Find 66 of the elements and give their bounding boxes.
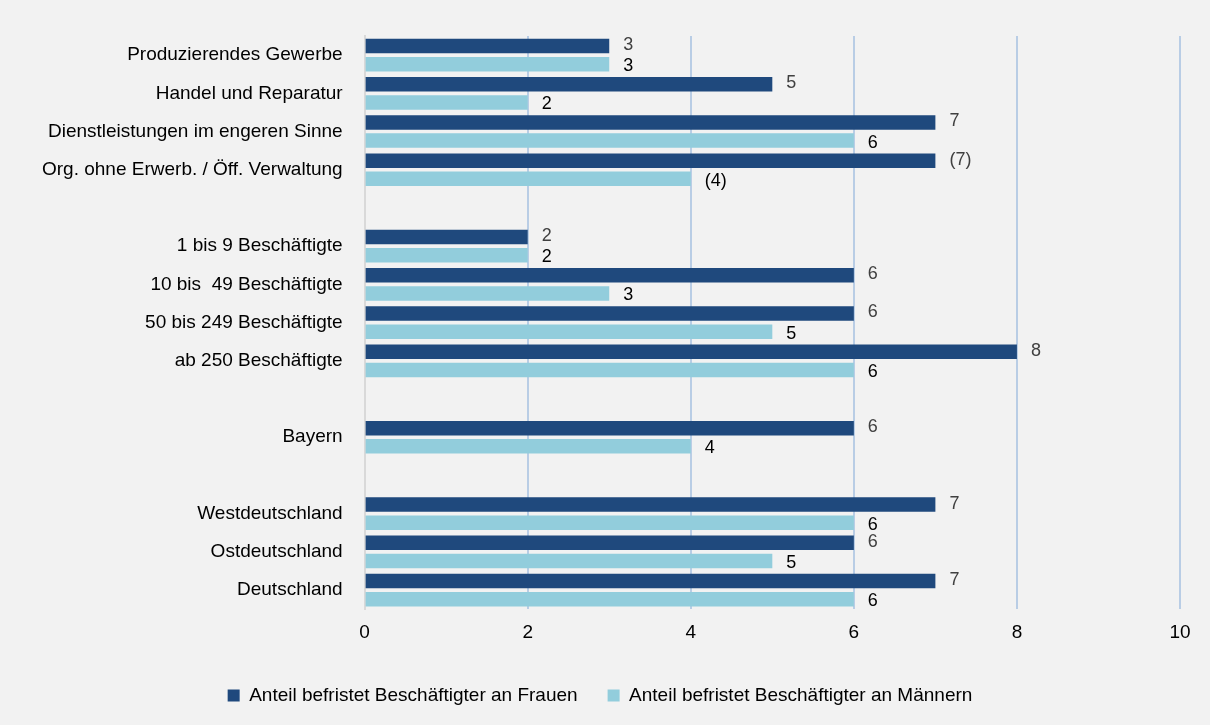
data-label: 3	[623, 284, 634, 305]
y-tick-label: 10 bis 49 Beschäftigte	[150, 272, 343, 294]
bar	[365, 573, 936, 589]
y-tick-label: Bayern	[282, 425, 343, 447]
bar	[365, 286, 610, 301]
y-tick-label: Produzierendes Gewerbe	[127, 43, 343, 65]
bar	[365, 229, 528, 245]
data-label: 6	[867, 590, 878, 611]
data-label: 7	[949, 568, 960, 589]
legend-label: Anteil befristet Beschäftigter an Männern	[629, 683, 973, 705]
bar	[365, 497, 936, 512]
legend-label: Anteil befristet Beschäftigter an Frauen	[249, 683, 578, 705]
y-tick-label: Dienstleistungen im engeren Sinne	[47, 119, 343, 141]
data-label: 8	[1030, 339, 1041, 360]
data-label: 3	[623, 55, 634, 76]
bar	[365, 324, 773, 339]
y-tick-label: ab 250 Beschäftigte	[174, 349, 343, 371]
bar	[365, 115, 936, 130]
bar	[365, 362, 854, 378]
y-tick-label: Handel und Reparatur	[155, 81, 344, 103]
bar	[365, 38, 610, 54]
bar	[365, 153, 936, 168]
data-label: (4)	[704, 169, 727, 190]
data-label: 7	[949, 492, 960, 513]
data-label: 4	[704, 437, 715, 458]
data-label: 2	[541, 246, 552, 267]
data-label: 6	[867, 416, 878, 437]
y-tick-label: Org. ohne Erwerb. / Öff. Verwaltung	[41, 157, 343, 179]
x-tick-label: 10	[1169, 620, 1191, 642]
bar	[365, 420, 854, 436]
bar	[365, 439, 691, 454]
data-label: 5	[786, 322, 797, 343]
y-tick-label: Westdeutschland	[197, 501, 343, 523]
y-tick-label: Ostdeutschland	[210, 540, 343, 562]
bar	[365, 344, 1017, 359]
y-tick-label: 50 bis 249 Beschäftigte	[145, 310, 343, 332]
bar	[365, 133, 854, 148]
bar	[365, 268, 854, 283]
bar	[365, 306, 854, 321]
x-tick-label: 2	[522, 620, 533, 642]
bar	[365, 515, 854, 530]
x-tick-label: 4	[685, 620, 697, 642]
data-label: 6	[867, 131, 878, 152]
data-label: 6	[867, 301, 878, 322]
data-label: 6	[867, 263, 878, 284]
bar	[365, 591, 854, 607]
data-label: 3	[623, 34, 634, 54]
y-tick-label: 1 bis 9 Beschäftigte	[176, 234, 343, 256]
bar	[365, 247, 528, 263]
bar	[365, 535, 854, 551]
y-tick-label: Deutschland	[237, 578, 343, 600]
bar	[365, 56, 610, 72]
x-tick-label: 0	[359, 620, 370, 642]
data-label: 5	[786, 551, 797, 572]
bar	[365, 171, 691, 187]
bar	[365, 76, 773, 92]
bar	[365, 95, 528, 110]
data-label: 2	[541, 93, 552, 114]
data-label: 7	[949, 110, 960, 131]
data-label: 6	[867, 360, 878, 381]
data-label: (7)	[949, 148, 972, 169]
data-label: 2	[541, 225, 552, 246]
bar	[365, 553, 773, 569]
x-tick-label: 6	[848, 620, 860, 642]
data-label: 5	[786, 72, 797, 93]
x-tick-label: 8	[1011, 620, 1023, 642]
